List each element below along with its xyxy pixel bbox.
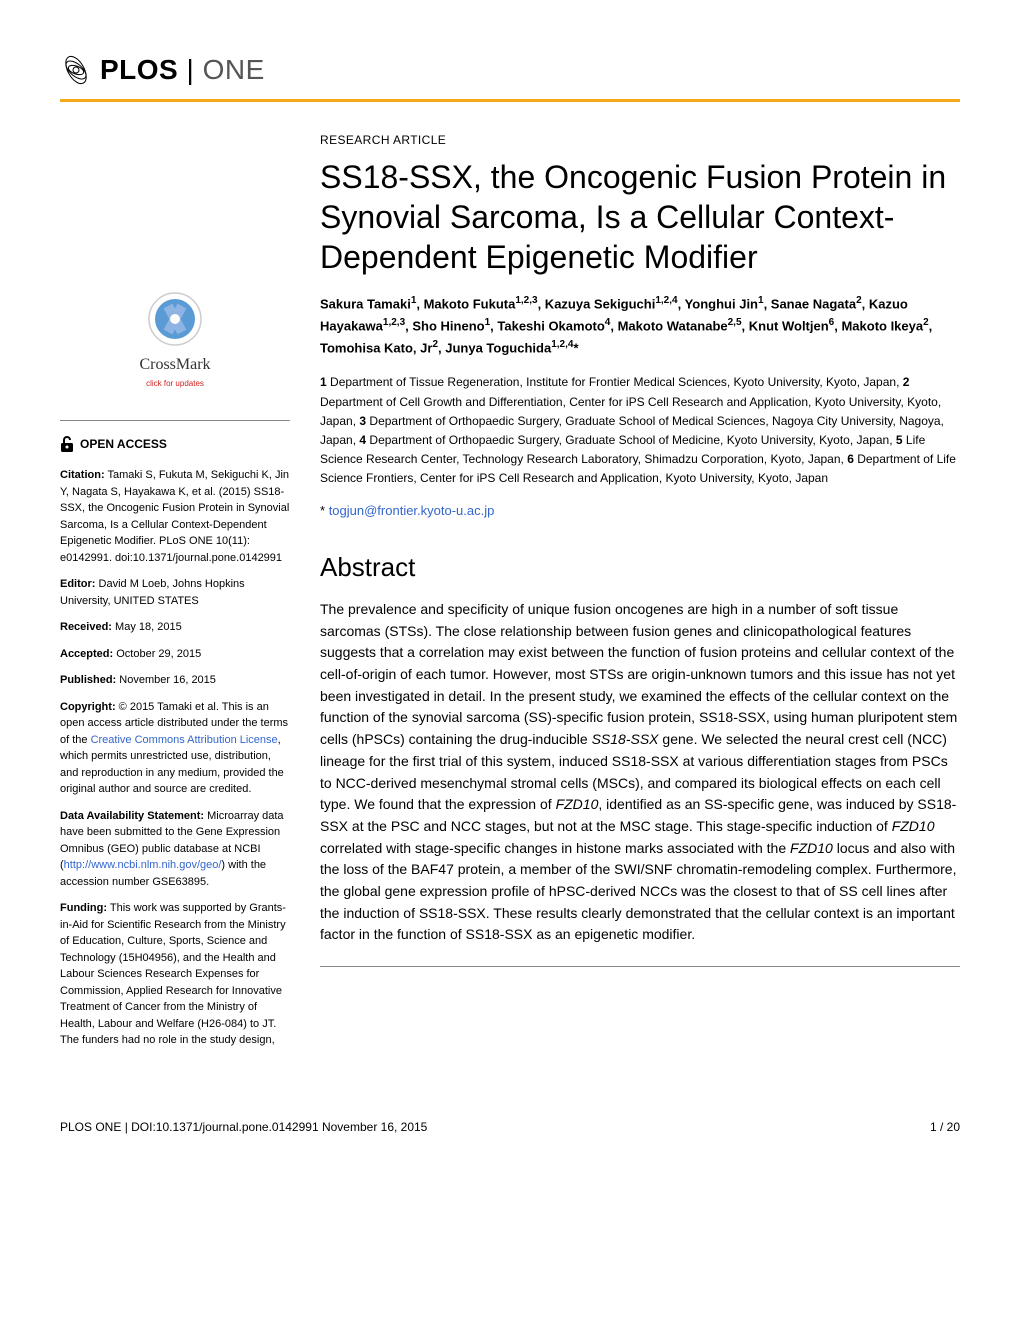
received-text: May 18, 2015 [115, 621, 182, 633]
accepted-block: Accepted: October 29, 2015 [60, 646, 290, 663]
corresponding-author: * togjun@frontier.kyoto-u.ac.jp [320, 502, 960, 521]
journal-name-sep: | [187, 54, 203, 85]
copyright-label: Copyright: [60, 701, 116, 713]
crossmark-label: CrossMark [60, 353, 290, 377]
journal-name-plos: PLOS [100, 54, 178, 85]
journal-name: PLOS | ONE [100, 50, 265, 91]
open-access-badge: OPEN ACCESS [60, 435, 290, 453]
abstract-text: The prevalence and specificity of unique… [320, 599, 960, 946]
cc-license-link[interactable]: Creative Commons Attribution License [91, 734, 278, 746]
article-type: RESEARCH ARTICLE [320, 132, 960, 149]
citation-text: Tamaki S, Fukuta M, Sekiguchi K, Jin Y, … [60, 469, 289, 564]
editor-label: Editor: [60, 578, 95, 590]
editor-block: Editor: David M Loeb, Johns Hopkins Univ… [60, 576, 290, 609]
crossmark-sublabel: click for updates [60, 378, 290, 390]
plos-swirl-icon [60, 54, 92, 86]
main-content: RESEARCH ARTICLE SS18-SSX, the Oncogenic… [320, 132, 960, 1059]
received-block: Received: May 18, 2015 [60, 619, 290, 636]
footer-left: PLOS ONE | DOI:10.1371/journal.pone.0142… [60, 1119, 427, 1136]
data-label: Data Availability Statement: [60, 810, 204, 822]
funding-block: Funding: This work was supported by Gran… [60, 900, 290, 1049]
sidebar: CrossMark click for updates OPEN ACCESS … [60, 132, 290, 1059]
corresponding-marker: * [320, 503, 325, 518]
received-label: Received: [60, 621, 112, 633]
citation-block: Citation: Tamaki S, Fukuta M, Sekiguchi … [60, 467, 290, 566]
author-list: Sakura Tamaki1, Makoto Fukuta1,2,3, Kazu… [320, 293, 960, 359]
citation-label: Citation: [60, 469, 105, 481]
journal-name-one: ONE [203, 54, 265, 85]
published-label: Published: [60, 674, 116, 686]
page-footer: PLOS ONE | DOI:10.1371/journal.pone.0142… [60, 1119, 960, 1136]
accepted-text: October 29, 2015 [116, 648, 201, 660]
funding-text: This work was supported by Grants-in-Aid… [60, 902, 286, 1046]
crossmark-icon [148, 292, 202, 352]
footer-right: 1 / 20 [930, 1119, 960, 1136]
affiliation-list: 1 Department of Tissue Regeneration, Ins… [320, 373, 960, 488]
copyright-block: Copyright: © 2015 Tamaki et al. This is … [60, 699, 290, 798]
data-availability-block: Data Availability Statement: Microarray … [60, 808, 290, 891]
article-title: SS18-SSX, the Oncogenic Fusion Protein i… [320, 157, 960, 277]
journal-header: PLOS | ONE [60, 50, 960, 102]
accepted-label: Accepted: [60, 648, 113, 660]
open-access-label: OPEN ACCESS [80, 435, 167, 453]
lock-open-icon [60, 435, 74, 453]
geo-link[interactable]: http://www.ncbi.nlm.nih.gov/geo/ [64, 859, 222, 871]
published-text: November 16, 2015 [119, 674, 216, 686]
sidebar-divider [60, 420, 290, 421]
published-block: Published: November 16, 2015 [60, 672, 290, 689]
funding-label: Funding: [60, 902, 107, 914]
corresponding-email-link[interactable]: togjun@frontier.kyoto-u.ac.jp [329, 503, 495, 518]
crossmark-badge[interactable]: CrossMark click for updates [60, 292, 290, 391]
abstract-divider [320, 966, 960, 967]
abstract-heading: Abstract [320, 549, 960, 587]
